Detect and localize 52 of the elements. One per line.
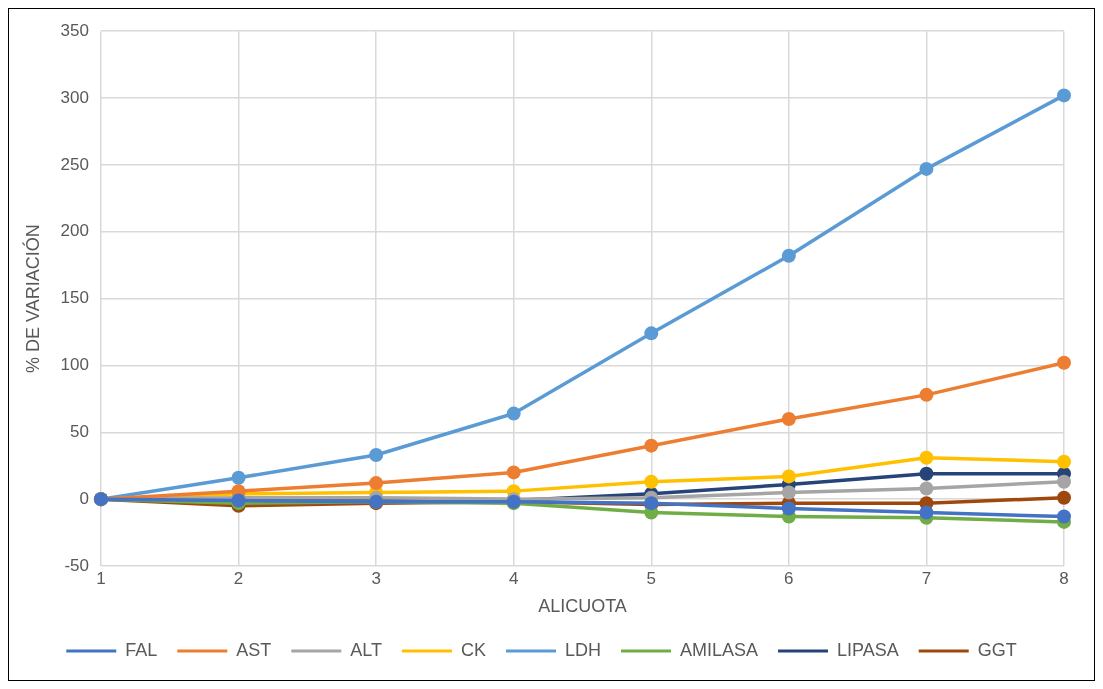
- point: [1057, 355, 1071, 370]
- point: [781, 501, 796, 516]
- point: [369, 448, 384, 463]
- y-tick-label: 300: [60, 87, 89, 107]
- point: [919, 505, 934, 520]
- point: [781, 469, 796, 484]
- point: [781, 248, 796, 263]
- x-tick-label: 7: [921, 568, 932, 588]
- point: [781, 485, 796, 500]
- legend-label: GGT: [977, 639, 1017, 660]
- point: [1057, 509, 1071, 524]
- point: [919, 450, 934, 465]
- point: [644, 474, 659, 489]
- point: [781, 411, 796, 426]
- y-tick-label: -50: [64, 555, 89, 575]
- point: [919, 387, 934, 402]
- y-tick-label: 0: [79, 488, 89, 508]
- legend-label: LIPASA: [837, 639, 899, 660]
- legend-label: CK: [460, 639, 486, 660]
- point: [1057, 474, 1071, 489]
- point: [506, 406, 521, 421]
- y-tick-label: 100: [60, 355, 89, 375]
- y-tick-label: 150: [60, 288, 89, 308]
- y-tick-label: 200: [60, 221, 89, 241]
- point: [1057, 454, 1071, 469]
- x-tick-label: 4: [508, 568, 519, 588]
- x-tick-label: 1: [96, 568, 106, 588]
- x-tick-label: 3: [371, 568, 381, 588]
- point: [231, 470, 246, 485]
- point: [644, 326, 659, 341]
- x-tick-label: 6: [784, 568, 794, 588]
- legend-label: LDH: [564, 639, 601, 660]
- point: [644, 438, 659, 453]
- x-tick-label: 8: [1059, 568, 1069, 588]
- x-tick-label: 2: [233, 568, 244, 588]
- legend-label: ALT: [350, 639, 382, 660]
- x-tick-label: 5: [646, 568, 656, 588]
- point: [506, 465, 521, 480]
- y-axis-title: % DE VARIACIÓN: [21, 224, 43, 373]
- point: [1057, 490, 1071, 505]
- y-tick-label: 250: [60, 154, 89, 174]
- point: [919, 481, 934, 496]
- legend-label: AST: [236, 639, 272, 660]
- point: [919, 466, 934, 481]
- point: [1057, 88, 1071, 103]
- point: [919, 161, 934, 176]
- point: [369, 476, 384, 491]
- y-tick-label: 50: [70, 421, 89, 441]
- legend-label: AMILASA: [679, 639, 759, 660]
- x-axis-title: ALICUOTA: [538, 596, 627, 617]
- y-tick-label: 350: [60, 20, 89, 40]
- legend-label: FAL: [125, 639, 158, 660]
